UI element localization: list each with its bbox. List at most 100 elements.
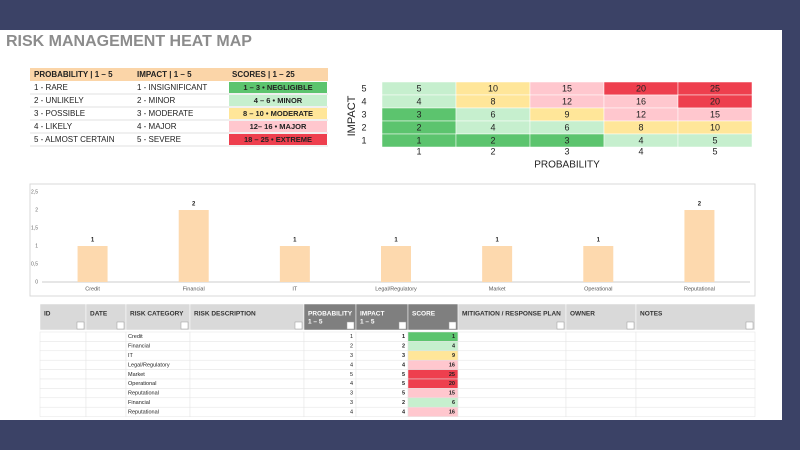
table-cell [355, 359, 409, 370]
heatmap-row-label: 3 [361, 109, 366, 119]
table-value: Reputational [128, 409, 159, 415]
table-cell [457, 331, 567, 342]
heatmap-col-label: 1 [416, 146, 421, 156]
table-cell [303, 359, 357, 370]
table-header-cell [457, 303, 567, 331]
bar [583, 246, 614, 282]
table-value: 4 [452, 344, 456, 350]
table-value: 9 [452, 353, 455, 359]
table-cell [635, 397, 756, 408]
y-tick-label: 1 [35, 243, 38, 249]
legend-cell: 3 - MODERATE [137, 109, 193, 118]
table-cell [303, 406, 357, 417]
table-value: 2 [350, 344, 353, 350]
table-cell [39, 378, 87, 389]
heatmap-row-label: 2 [361, 122, 366, 132]
heatmap-value: 6 [564, 122, 569, 132]
heatmap-cell [677, 133, 753, 148]
table-cell [355, 388, 409, 399]
table-header-cell [635, 303, 756, 331]
filter-button[interactable] [76, 321, 85, 330]
table-cell [565, 359, 637, 370]
table-value: 3 [402, 353, 405, 359]
bar [77, 246, 108, 282]
table-cell [635, 350, 756, 361]
legend-score: 12– 16 • MAJOR [250, 122, 307, 131]
sheet-title: RISK MANAGEMENT HEAT MAP [6, 33, 252, 50]
heatmap-row-label: 4 [361, 96, 366, 106]
legend-cell: 4 - MAJOR [137, 122, 177, 131]
table-value: 3 [350, 353, 353, 359]
heatmap-value: 1 [416, 135, 421, 145]
legend-cell: 1 - RARE [34, 83, 68, 92]
filter-button[interactable] [180, 321, 189, 330]
legend-score-cell [229, 95, 327, 106]
heatmap-value: 16 [636, 96, 646, 106]
table-value: 1 [350, 334, 353, 340]
bar-label: 1 [394, 238, 398, 244]
heatmap-value: 12 [562, 96, 572, 106]
y-tick-label: 0 [35, 279, 38, 285]
heatmap-value: 15 [710, 109, 720, 119]
table-cell [635, 388, 756, 399]
heatmap-value: 5 [416, 83, 421, 93]
table-cell [457, 397, 567, 408]
filter-button[interactable] [626, 321, 635, 330]
heatmap-value: 6 [490, 109, 495, 119]
legend-score: 1 – 3 • NEGLIGIBLE [243, 83, 312, 92]
filter-button[interactable] [556, 321, 565, 330]
legend-header-cell [228, 68, 328, 81]
filter-button[interactable] [116, 321, 125, 330]
heatmap-value: 9 [564, 109, 569, 119]
table-value: 1 [402, 334, 405, 340]
table-cell [635, 331, 756, 342]
table-value: 15 [449, 391, 455, 397]
legend-header: IMPACT | 1 – 5 [137, 70, 192, 79]
filter-button[interactable] [294, 321, 303, 330]
table-cell [565, 341, 637, 352]
table-cell [189, 378, 305, 389]
table-value: Legal/Regulatory [128, 362, 170, 368]
filter-button[interactable] [346, 321, 355, 330]
table-cell [635, 369, 756, 380]
bar-label: 1 [597, 238, 601, 244]
table-header-cell [189, 303, 305, 331]
table-cell [189, 359, 305, 370]
filter-button[interactable] [448, 321, 457, 330]
table-value: 25 [449, 372, 455, 378]
table-cell [635, 341, 756, 352]
filter-button[interactable] [745, 321, 754, 330]
table-cell [457, 406, 567, 417]
table-header: NOTES [640, 311, 663, 318]
table-cell [355, 369, 409, 380]
heatmap-value: 2 [416, 122, 421, 132]
legend-cell: 5 - ALMOST CERTAIN [34, 135, 115, 144]
x-tick-label: Financial [183, 286, 205, 292]
table-cell [457, 369, 567, 380]
heatmap-value: 5 [712, 135, 717, 145]
legend-cell: 1 - INSIGNIFICANT [137, 83, 207, 92]
table-cell [125, 350, 191, 361]
filter-button[interactable] [398, 321, 407, 330]
table-cell [85, 341, 127, 352]
heatmap-value: 12 [636, 109, 646, 119]
table-cell [565, 331, 637, 342]
bar-label: 1 [495, 238, 499, 244]
table-value: 4 [350, 381, 353, 387]
heatmap-col-label: 3 [564, 146, 569, 156]
table-value: 16 [449, 409, 455, 415]
table-cell [565, 369, 637, 380]
table-cell [85, 350, 127, 361]
table-cell [303, 388, 357, 399]
table-header: RISK DESCRIPTION [194, 311, 256, 318]
table-cell [189, 341, 305, 352]
legend-header: PROBABILITY | 1 – 5 [34, 70, 113, 79]
heatmap-value: 4 [416, 96, 421, 106]
heatmap-value: 10 [488, 83, 498, 93]
table-value: Financial [128, 344, 150, 350]
table-value: Reputational [128, 391, 159, 397]
heatmap-value: 4 [490, 122, 495, 132]
table-value: 6 [452, 400, 455, 406]
table-value: 5 [350, 372, 353, 378]
table-cell [355, 341, 409, 352]
